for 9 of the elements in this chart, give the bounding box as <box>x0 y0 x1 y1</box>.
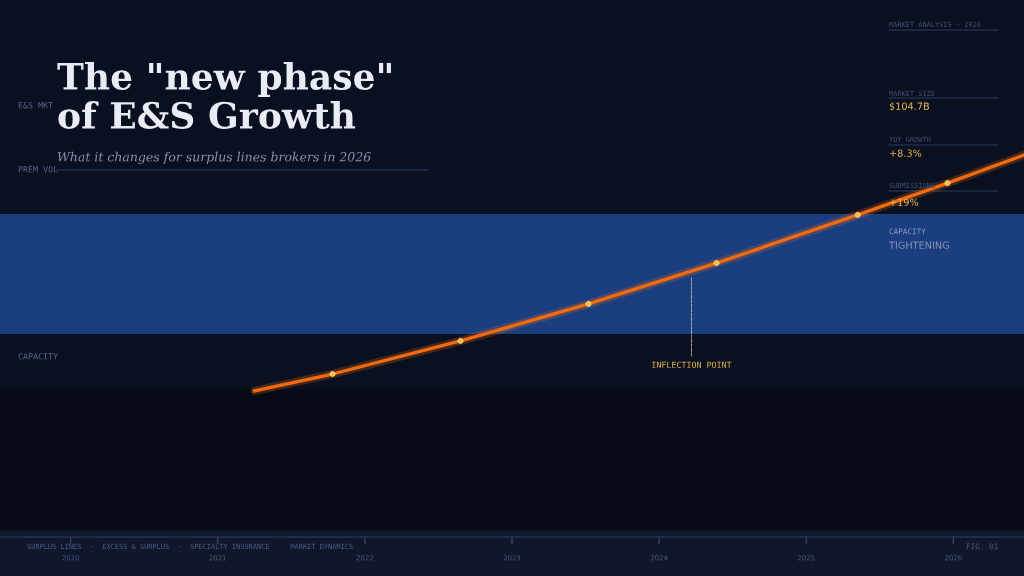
chart-title: The "new phase" of E&S Growth <box>57 61 391 129</box>
chart-subtitle: What it changes for surplus lines brokers in 2026 <box>57 151 371 165</box>
annotation: CAPACITY <box>18 353 58 360</box>
annotation: PREM VOL <box>18 166 58 173</box>
annotation: INFLECTION POINT <box>652 361 732 368</box>
text: $104.7B <box>889 102 929 112</box>
annotation: TIGHTENING <box>888 241 949 249</box>
text: E&S MKT <box>18 102 53 109</box>
annotation: +8.3% <box>890 149 922 157</box>
